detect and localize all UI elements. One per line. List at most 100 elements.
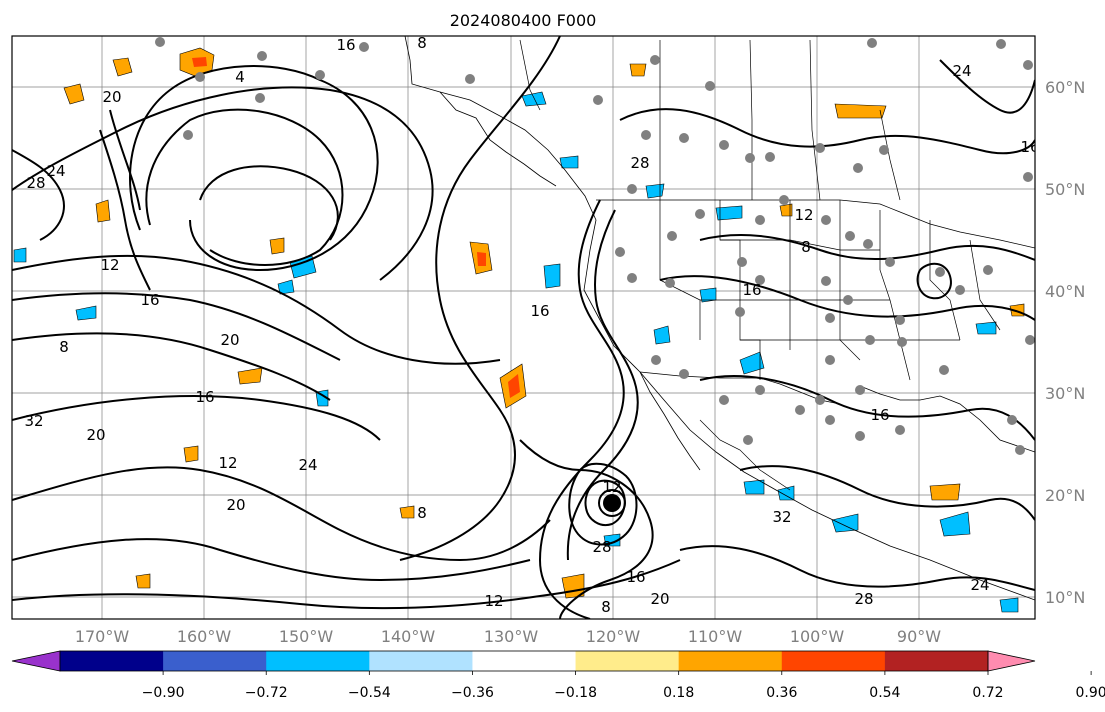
station-marker	[1007, 415, 1017, 425]
station-marker	[935, 267, 945, 277]
station-marker	[821, 276, 831, 286]
station-marker	[855, 431, 865, 441]
contour-label: 8	[417, 504, 427, 522]
longitude-label: 100°W	[790, 627, 845, 646]
contour-label: 12	[794, 206, 813, 224]
longitude-label: 160°W	[177, 627, 232, 646]
station-marker	[996, 39, 1006, 49]
station-marker	[897, 337, 907, 347]
latitude-label: 20°N	[1045, 486, 1085, 505]
cyclone-center	[598, 489, 626, 517]
colorbar-label: −0.36	[451, 685, 494, 701]
contour-label: 24	[952, 62, 971, 80]
contour-label: 16	[336, 36, 355, 54]
colorbar-label: 0.90	[1076, 685, 1105, 701]
positive-fill	[929, 483, 961, 501]
station-marker	[865, 335, 875, 345]
contour-label: 32	[24, 412, 43, 430]
colorbar-frame	[59, 650, 989, 672]
positive-fill	[192, 57, 207, 67]
contour-label: 28	[26, 174, 45, 192]
contour-line	[145, 108, 344, 266]
station-marker	[983, 265, 993, 275]
contour-label: 20	[226, 496, 245, 514]
positive-fill	[237, 367, 263, 385]
contour-label: 16	[140, 291, 159, 309]
station-marker	[1015, 445, 1025, 455]
station-marker	[315, 70, 325, 80]
border-state	[929, 220, 961, 341]
station-markers	[155, 37, 1035, 455]
colorbar-swatch	[11, 650, 61, 672]
border-canada-province	[879, 109, 901, 201]
contour-label: 32	[772, 508, 791, 526]
contour-label: 28	[630, 154, 649, 172]
negative-fill	[559, 155, 579, 169]
station-marker	[735, 307, 745, 317]
station-marker	[867, 38, 877, 48]
longitude-label: 120°W	[586, 627, 641, 646]
contour-label: 8	[417, 34, 427, 52]
station-marker	[843, 295, 853, 305]
colorbar-swatch	[884, 651, 989, 671]
station-marker	[155, 37, 165, 47]
colorbar-swatch	[472, 651, 577, 671]
station-marker	[939, 365, 949, 375]
negative-fill	[653, 325, 671, 345]
latitude-label: 10°N	[1045, 588, 1085, 607]
station-marker	[743, 435, 753, 445]
station-marker	[863, 239, 873, 249]
colorbar-swatch	[781, 651, 886, 671]
contour-label: 8	[801, 238, 811, 256]
colorbar	[11, 650, 1036, 672]
latitude-label: 50°N	[1045, 180, 1085, 199]
positive-fill	[629, 63, 647, 77]
vorticity-fills	[13, 47, 1025, 613]
station-marker	[650, 55, 660, 65]
contour-line	[699, 234, 1035, 261]
colorbar-label: 0.54	[869, 685, 900, 701]
station-marker	[755, 215, 765, 225]
station-marker	[955, 285, 965, 295]
station-marker	[679, 369, 689, 379]
station-marker	[183, 130, 193, 140]
negative-fill	[75, 305, 97, 321]
map-title: 2024080400 F000	[450, 11, 597, 30]
colorbar-label: −0.18	[554, 685, 597, 701]
contour-label: 16	[195, 388, 214, 406]
station-marker	[737, 257, 747, 267]
coastline-gulf	[859, 385, 1035, 453]
contour-line	[939, 59, 1035, 114]
station-marker	[853, 163, 863, 173]
station-marker	[665, 278, 675, 288]
longitude-label: 170°W	[75, 627, 130, 646]
longitude-label: 140°W	[381, 627, 436, 646]
station-marker	[719, 140, 729, 150]
negative-fill	[831, 513, 859, 533]
contour-line	[659, 275, 1035, 321]
contour-line	[584, 479, 626, 526]
station-marker	[359, 42, 369, 52]
latitude-axis: 60°N 50°N 40°N 30°N 20°N 10°N	[1045, 78, 1085, 607]
station-marker	[765, 152, 775, 162]
contour-line	[399, 36, 561, 561]
contour-label: 12	[218, 454, 237, 472]
border-us-canada	[596, 199, 1035, 249]
negative-fill	[521, 91, 547, 107]
colorbar-swatch	[60, 651, 164, 671]
contour-line	[12, 538, 531, 581]
contour-line	[739, 465, 1035, 521]
contour-label: 16	[1020, 138, 1039, 156]
station-marker	[821, 215, 831, 225]
contour-label: 4	[235, 68, 245, 86]
contour-label: 16	[742, 281, 761, 299]
positive-fill	[508, 374, 520, 398]
positive-fill	[183, 445, 199, 463]
station-marker	[627, 184, 637, 194]
contour-label: 20	[650, 590, 669, 608]
station-marker	[627, 273, 637, 283]
colorbar-label: 0.36	[766, 685, 797, 701]
border-canada-province	[519, 39, 541, 111]
station-marker	[641, 130, 651, 140]
station-marker	[845, 231, 855, 241]
